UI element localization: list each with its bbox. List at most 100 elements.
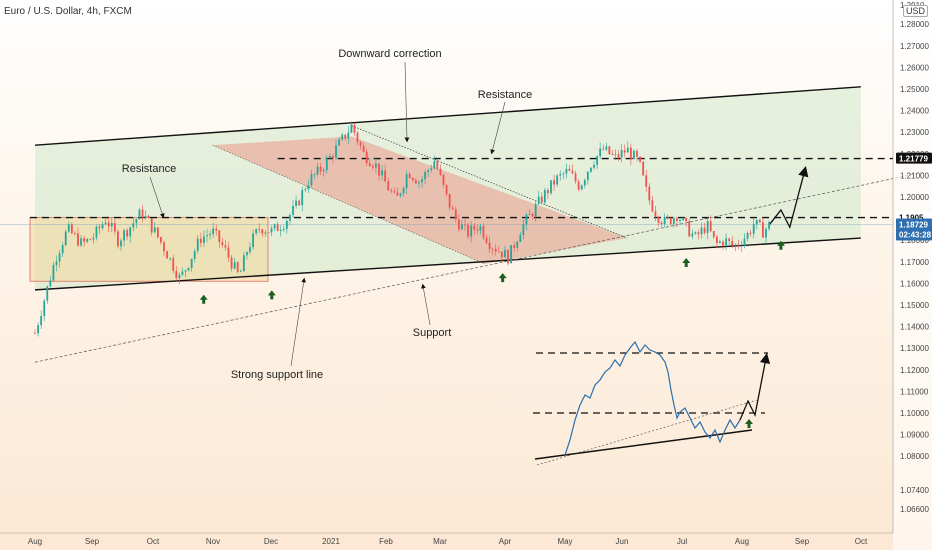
candle-body xyxy=(642,161,645,176)
price-axis-tick: 1.12000 xyxy=(900,366,929,375)
price-axis-tick: 1.27000 xyxy=(900,42,929,51)
candle-body xyxy=(722,241,724,246)
candle-body xyxy=(328,155,331,159)
candle-body xyxy=(233,262,236,269)
candle-body xyxy=(700,227,703,235)
candle-body xyxy=(568,168,571,171)
candle-body xyxy=(353,124,356,133)
support-bounce-arrow xyxy=(267,290,276,300)
candle-body xyxy=(571,170,574,174)
candle-body xyxy=(61,245,64,254)
candle-body xyxy=(175,270,178,279)
candle-body xyxy=(464,224,466,226)
candle-body xyxy=(310,174,313,186)
candle-body xyxy=(605,146,608,150)
candle-body xyxy=(749,232,752,234)
candle-body xyxy=(242,255,245,272)
price-axis-tick: 1.26000 xyxy=(900,63,929,72)
price-axis-tick: 1.07400 xyxy=(900,486,929,495)
candle-body xyxy=(516,241,519,248)
candle-body xyxy=(715,236,718,243)
candle-body xyxy=(279,229,282,231)
annotation-pointer xyxy=(404,61,410,143)
price-axis-tick: 1.28000 xyxy=(900,20,929,29)
candle-body xyxy=(270,228,273,233)
candle-body xyxy=(608,146,611,155)
strong-support-line xyxy=(34,171,924,363)
currency-badge[interactable]: USD xyxy=(903,5,929,17)
candle-body xyxy=(559,173,562,176)
candle-body xyxy=(276,224,279,231)
candle-body xyxy=(224,245,227,248)
candle-body xyxy=(307,185,310,190)
candle-body xyxy=(765,228,767,238)
candle-body xyxy=(547,190,549,194)
candle-body xyxy=(522,224,525,236)
candle-body xyxy=(519,235,522,242)
candle-body xyxy=(92,237,95,240)
candle-body xyxy=(703,227,706,233)
candle-body xyxy=(258,229,261,231)
candle-body xyxy=(697,232,700,235)
candle-body xyxy=(209,234,211,236)
candle-body xyxy=(285,220,288,229)
candle-body xyxy=(359,141,362,146)
candle-body xyxy=(442,174,445,185)
candle-body xyxy=(230,257,233,269)
candle-body xyxy=(255,229,258,234)
candle-body xyxy=(86,238,89,242)
candle-body xyxy=(507,250,509,264)
candle-body xyxy=(169,258,172,260)
candle-body xyxy=(448,193,451,208)
candle-body xyxy=(433,161,436,169)
candle-body xyxy=(295,200,297,206)
candle-body xyxy=(34,333,36,334)
candle-body xyxy=(663,216,666,225)
candle-body xyxy=(719,241,721,243)
candle-body xyxy=(104,222,107,225)
candle-body xyxy=(734,244,737,246)
price-axis-tick: 1.08000 xyxy=(900,452,929,461)
price-axis-tick: 1.13000 xyxy=(900,344,929,353)
price-axis-tick: 1.15000 xyxy=(900,301,929,310)
price-axis-tick: 1.09000 xyxy=(900,431,929,440)
candle-body xyxy=(135,219,138,224)
candle-body xyxy=(645,175,648,187)
support-bounce-arrow xyxy=(682,258,691,267)
time-axis-tick: Mar xyxy=(433,537,447,546)
candle-body xyxy=(298,200,301,206)
candle-body xyxy=(497,251,500,253)
support-bounce-arrow xyxy=(776,240,785,250)
candle-body xyxy=(55,261,58,266)
resistance-upper-badge-bg xyxy=(896,152,932,164)
candle-body xyxy=(411,178,414,181)
candle-body xyxy=(304,189,307,191)
candle-body xyxy=(181,271,184,275)
candle-body xyxy=(676,218,678,221)
candle-body xyxy=(322,170,325,172)
candle-body xyxy=(126,230,129,237)
time-axis-tick: Apr xyxy=(499,537,512,546)
time-axis-tick: Oct xyxy=(855,537,868,546)
candle-body xyxy=(83,238,86,242)
candle-body xyxy=(144,215,147,218)
candle-body xyxy=(752,224,755,234)
candle-body xyxy=(743,238,746,246)
candle-body xyxy=(430,168,433,171)
candle-body xyxy=(580,185,583,190)
candle-body xyxy=(758,219,761,223)
candle-body xyxy=(215,228,218,231)
candle-body xyxy=(500,251,503,258)
candle-body xyxy=(639,156,641,162)
inset-projection-arrow xyxy=(739,352,771,421)
candle-body xyxy=(107,222,110,227)
annotation-label: Downward correction xyxy=(338,48,441,60)
candle-body xyxy=(267,232,270,234)
candle-body xyxy=(504,250,506,258)
candle-body xyxy=(531,214,534,217)
time-axis-tick: Feb xyxy=(379,537,393,546)
candle-body xyxy=(755,219,758,225)
candle-body xyxy=(534,203,537,217)
candle-body xyxy=(620,150,623,158)
